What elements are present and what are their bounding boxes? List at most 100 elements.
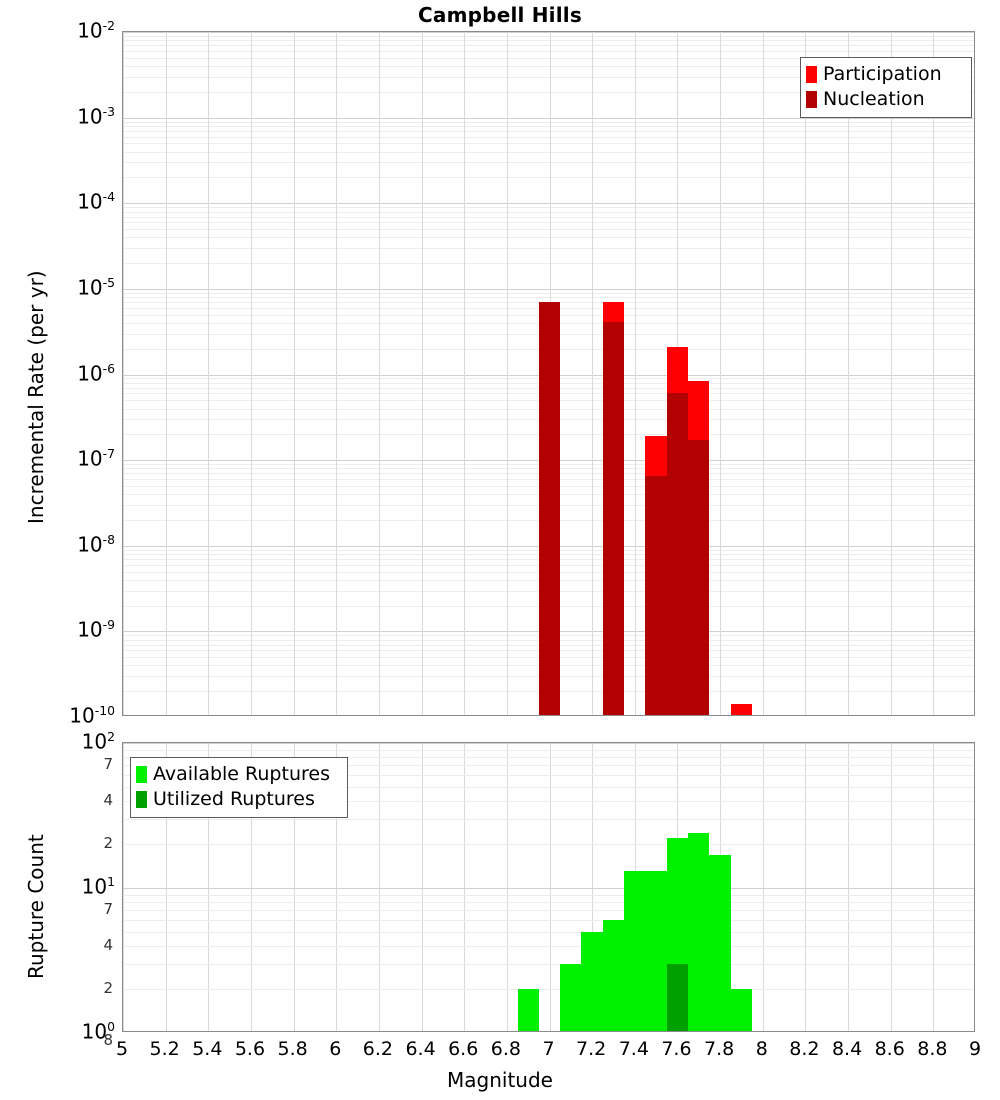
x-axis-tick: 7.8: [703, 1038, 735, 1060]
x-axis-tick: 7.4: [618, 1038, 649, 1060]
gridline-minor: [123, 222, 974, 223]
top-panel-y-tick: 10-2: [77, 18, 115, 43]
utilized-ruptures-bar: [666, 963, 689, 1031]
gridline-minor: [123, 207, 974, 208]
available-ruptures-color-swatch: [136, 766, 147, 783]
gridline-minor: [123, 895, 974, 896]
available-ruptures-bar: [709, 854, 731, 1031]
top-panel-y-tick: 10-6: [77, 360, 115, 386]
available-ruptures-bar: [688, 832, 710, 1031]
gridline-vertical: [805, 32, 806, 715]
x-axis-tick: 9: [968, 1038, 982, 1060]
gridline-minor: [123, 920, 974, 921]
gridline-minor: [123, 77, 974, 78]
gridline-vertical: [422, 32, 423, 715]
top-panel-y-tick: 10-7: [77, 446, 115, 471]
gridline-vertical: [379, 743, 380, 1031]
available-ruptures-bar: [581, 931, 603, 1031]
bottom-panel-y-minor-tick: 7: [103, 900, 113, 919]
top-panel-y-tick: 10-10: [69, 703, 115, 728]
bottom-panel-y-tick: 100: [81, 1019, 115, 1044]
gridline-vertical: [507, 743, 508, 1031]
incremental-rate-plot: [122, 31, 975, 716]
gridline-vertical: [805, 743, 806, 1031]
legend-label-utilized-ruptures: Utilized Ruptures: [153, 788, 315, 810]
top-panel-y-tick: 10-4: [77, 189, 115, 214]
nucleation-bar: [602, 322, 625, 715]
x-axis-tick: 8: [755, 1038, 768, 1060]
gridline-vertical: [763, 32, 764, 715]
gridline-minor: [123, 989, 974, 990]
available-ruptures-bar: [624, 871, 646, 1031]
x-axis-tick: 5.8: [277, 1038, 308, 1060]
incremental-rate-legend: Participation Nucleation: [800, 57, 972, 118]
gridline-minor: [123, 263, 974, 264]
legend-label-participation: Participation: [823, 63, 942, 85]
gridline-vertical: [848, 743, 849, 1031]
legend-item-available-ruptures[interactable]: Available Ruptures: [136, 762, 340, 787]
gridline-minor: [123, 765, 974, 766]
x-axis-tick: 8.6: [874, 1038, 905, 1060]
gridline-major: [123, 203, 974, 204]
gridline-vertical: [208, 32, 209, 715]
x-axis-tick: 5.4: [192, 1038, 223, 1060]
gridline-minor: [123, 902, 974, 903]
gridline-vertical: [933, 743, 934, 1031]
gridline-minor: [123, 297, 974, 298]
gridline-minor: [123, 910, 974, 911]
x-axis-tick: 7: [542, 1038, 555, 1060]
top-panel-y-tick: 10-3: [77, 103, 115, 129]
x-axis-tick: 6.4: [405, 1038, 436, 1060]
gridline-minor: [123, 217, 974, 218]
x-axis-tick: 8.4: [831, 1038, 863, 1060]
gridline-vertical: [166, 743, 167, 1031]
top-panel-y-tick: 10-8: [77, 531, 115, 557]
gridline-vertical: [507, 32, 508, 715]
available-ruptures-bar: [730, 989, 753, 1031]
top-panel-y-tick: 10-5: [77, 274, 115, 300]
legend-item-nucleation[interactable]: Nucleation: [806, 87, 964, 112]
gridline-minor: [123, 40, 974, 41]
rupture-count-legend: Available Ruptures Utilized Ruptures: [130, 757, 348, 818]
x-axis-tick: 8.2: [789, 1038, 820, 1060]
bottom-panel-y-tick: 101: [81, 874, 115, 899]
gridline-vertical: [848, 32, 849, 715]
gridline-minor: [123, 775, 974, 776]
available-ruptures-bar: [517, 989, 539, 1031]
nucleation-bar: [688, 440, 710, 715]
x-axis-tick: 5.2: [149, 1038, 180, 1060]
bottom-panel-y-tick: 102: [81, 729, 115, 754]
bottom-panel-y-minor-tick: 8: [103, 1031, 113, 1049]
gridline-minor: [123, 51, 974, 52]
available-ruptures-bar: [602, 920, 625, 1031]
gridline-minor: [123, 787, 974, 788]
gridline-vertical: [464, 743, 465, 1031]
gridline-vertical: [123, 32, 124, 715]
nucleation-color-swatch: [806, 91, 817, 108]
gridline-major: [123, 118, 974, 119]
gridline-minor: [123, 131, 974, 132]
gridline-vertical: [550, 743, 551, 1031]
legend-item-participation[interactable]: Participation: [806, 62, 964, 87]
gridline-vertical: [251, 32, 252, 715]
gridline-minor: [123, 177, 974, 178]
participation-bar: [730, 704, 753, 715]
gridline-minor: [123, 92, 974, 93]
gridline-vertical: [720, 32, 721, 715]
nucleation-bar: [666, 393, 689, 715]
bottom-panel-y-minor-tick: 2: [103, 834, 113, 853]
gridline-vertical: [166, 32, 167, 715]
legend-item-utilized-ruptures[interactable]: Utilized Ruptures: [136, 787, 340, 812]
gridline-vertical: [635, 32, 636, 715]
x-axis-tick: 6.8: [490, 1038, 521, 1060]
gridline-vertical: [294, 743, 295, 1031]
bottom-panel-y-axis-title: Rupture Count: [24, 834, 48, 979]
gridline-minor: [123, 122, 974, 123]
gridline-vertical: [592, 32, 593, 715]
nucleation-bar: [645, 475, 667, 715]
x-axis-tick: 5: [115, 1038, 129, 1060]
gridline-major: [123, 888, 974, 889]
x-axis-tick: 6.2: [362, 1038, 393, 1060]
gridline-vertical: [763, 743, 764, 1031]
